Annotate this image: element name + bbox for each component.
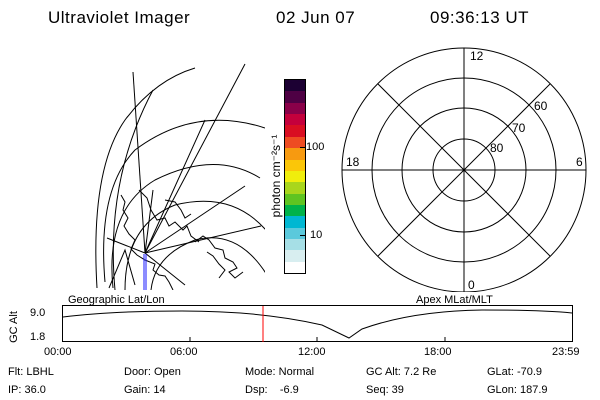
map-meridian-8	[144, 252, 186, 286]
colorbar-tick-mark-10	[300, 235, 306, 236]
colorbar-segment	[285, 125, 305, 137]
colorbar-segment	[285, 227, 305, 240]
map-edge-2	[108, 248, 136, 289]
time-label: 09:36:13 UT	[430, 8, 530, 27]
altitude-ytick-9: 9.0	[30, 307, 46, 319]
status-mode: Mode: Normal	[245, 366, 315, 378]
map-meridian-3	[132, 71, 146, 254]
altitude-curve	[62, 309, 573, 339]
mlat-mlt-dial: 12 18 6 0 60 70 80	[341, 47, 587, 292]
map-meridian-5	[144, 225, 262, 254]
altitude-xtick-0000: 00:00	[44, 346, 72, 358]
status-filter: Flt: LBHL	[8, 366, 54, 378]
map-coastline-antarctica	[120, 194, 174, 290]
status-door: Door: Open	[124, 366, 181, 378]
map-lat-circle-2	[124, 200, 265, 290]
colorbar-segment	[285, 182, 305, 194]
mlt-label-0: 0	[468, 278, 475, 292]
altitude-xtick-1800: 18:00	[424, 346, 452, 358]
mlt-label-18: 18	[346, 155, 360, 169]
colorbar-tick-10: 10	[310, 229, 323, 241]
map-coastline-south	[164, 199, 192, 219]
colorbar-segment	[285, 239, 305, 251]
map-coastline-islands	[194, 235, 244, 279]
colorbar-segment	[285, 261, 305, 274]
colorbar-segment	[285, 148, 305, 160]
map-lat-circle-4	[103, 119, 265, 283]
altitude-ytick-1-8: 1.8	[30, 331, 46, 343]
instrument-title: Ultraviolet Imager	[48, 8, 191, 27]
mlt-label-12: 12	[470, 49, 484, 63]
altitude-xtick-0600: 06:00	[170, 346, 198, 358]
dial-diagonal-2	[377, 83, 551, 257]
colorbar-segment	[285, 102, 305, 115]
geographic-map	[95, 63, 265, 290]
colorbar-segment	[285, 216, 305, 228]
altitude-ylabel: GC Alt	[8, 311, 20, 343]
colorbar-segment	[285, 250, 305, 262]
colorbar	[284, 79, 306, 274]
altitude-xtick-1200: 12:00	[298, 346, 326, 358]
map-lat-circle-5	[95, 67, 196, 289]
map-meridian-2	[144, 119, 206, 254]
status-glat: GLat: -70.9	[487, 366, 543, 378]
mlt-label-6: 6	[576, 155, 583, 169]
lat-label-80: 80	[490, 141, 504, 155]
map-meridian-1	[144, 63, 246, 254]
status-ip: IP: 36.0	[8, 384, 46, 396]
altitude-plot	[62, 305, 573, 342]
colorbar-segment	[285, 170, 305, 183]
apex-caption: Apex MLat/MLT	[416, 294, 493, 306]
geographic-caption: Geographic Lat/Lon	[68, 294, 165, 306]
map-meridian-7	[144, 189, 154, 254]
date-label: 02 Jun 07	[276, 8, 356, 27]
status-gain: Gain: 14	[124, 384, 166, 396]
status-dsp: Dsp: -6.9	[245, 384, 299, 396]
lat-label-60: 60	[534, 99, 548, 113]
colorbar-segment	[285, 91, 305, 103]
colorbar-tick-mark-100	[300, 147, 306, 148]
map-lat-circle-1	[150, 237, 265, 290]
status-glon: GLon: 187.9	[487, 384, 548, 396]
status-gc-alt: GC Alt: 7.2 Re	[366, 366, 437, 378]
colorbar-segment	[285, 204, 305, 217]
map-lat-circle-3	[111, 164, 261, 289]
colorbar-segment	[285, 159, 305, 171]
colorbar-unit-label: photon cm⁻²s⁻¹	[269, 134, 283, 218]
map-meridian-4	[144, 185, 246, 254]
lat-label-70: 70	[512, 121, 526, 135]
colorbar-segment	[285, 114, 305, 126]
map-coastline-dots	[206, 251, 226, 279]
colorbar-segment	[285, 193, 305, 205]
colorbar-tick-100: 100	[306, 141, 325, 153]
colorbar-segment	[285, 80, 305, 92]
altitude-xtick-2359: 23:59	[552, 346, 580, 358]
colorbar-segment	[285, 136, 305, 149]
map-edge-1	[112, 89, 154, 290]
status-seq: Seq: 39	[366, 384, 404, 396]
map-coastline-peninsula	[138, 189, 200, 243]
